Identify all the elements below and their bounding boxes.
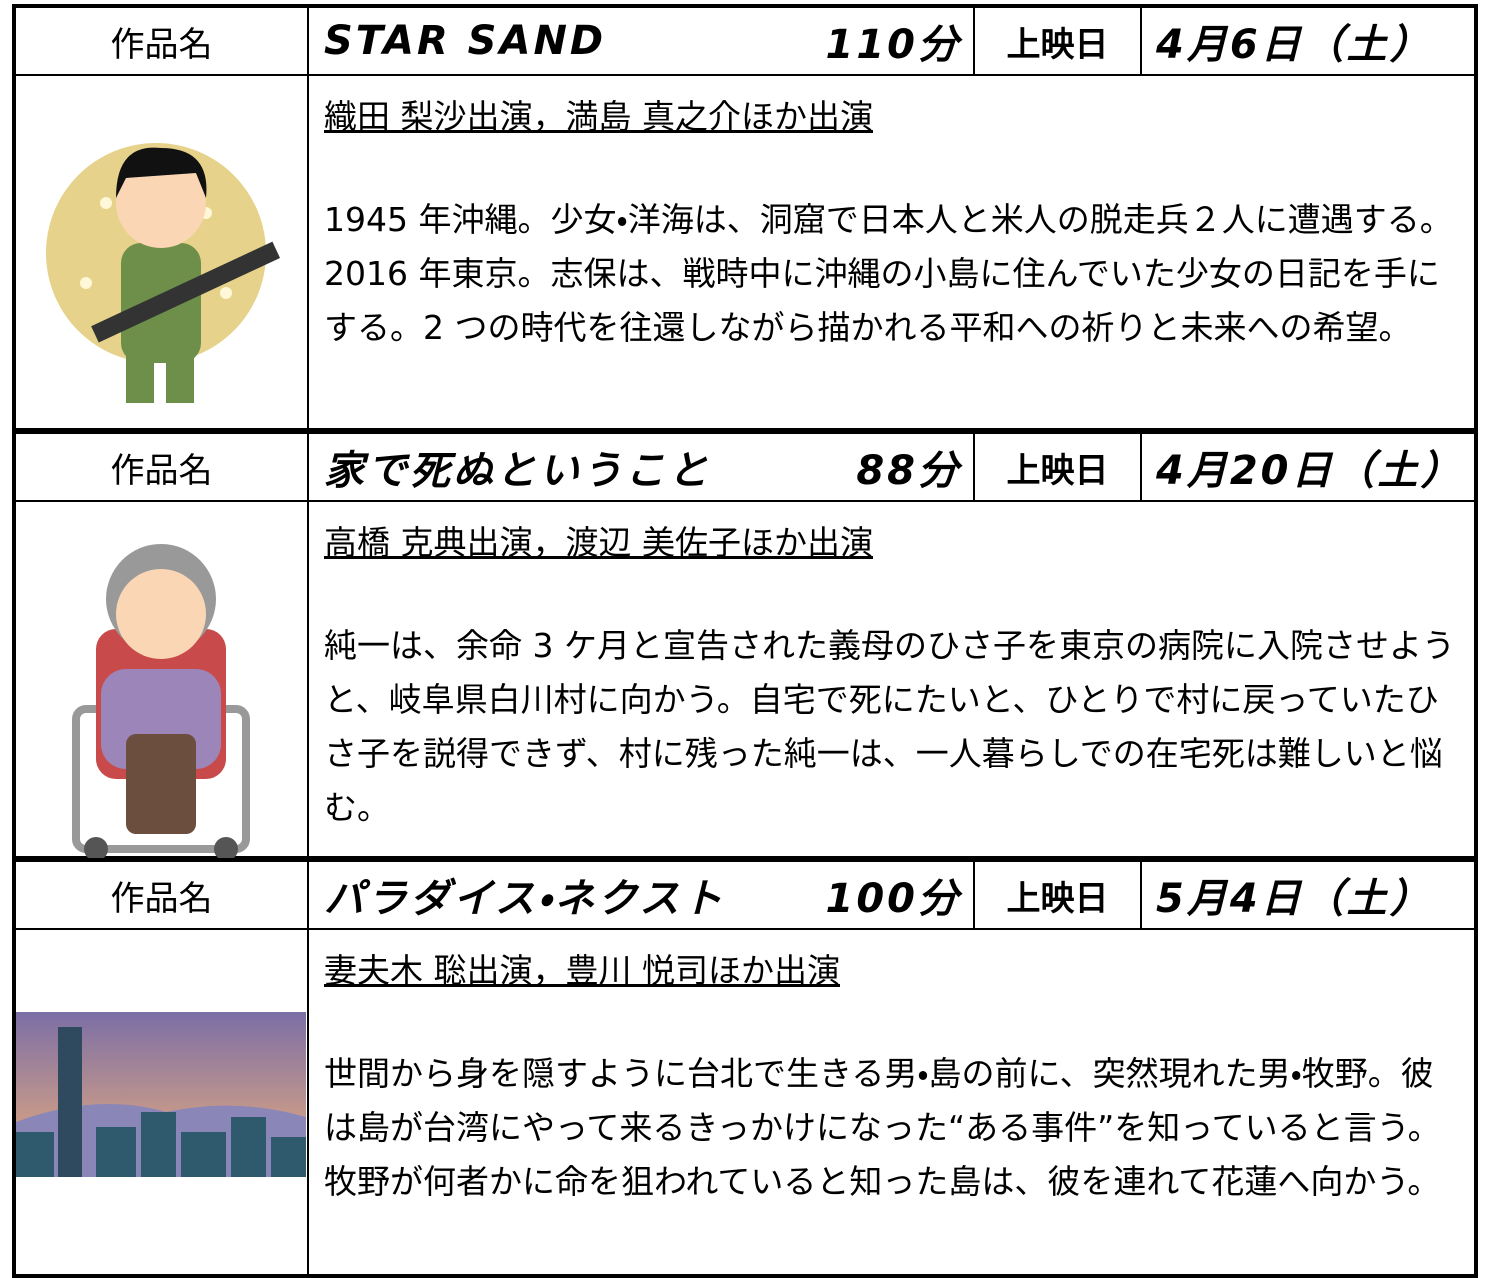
movie-block: 作品名 パラダイス・ネクスト 100分 上映日 5月4日（土） 妻夫木 聡出演，豊川 悦司…: [12, 858, 1478, 1278]
rule: [973, 434, 975, 500]
movie-block: 作品名 家で死ぬということ 88分 上映日 4月20日（土） 高橋 克典出演，渡辺 美佐子…: [12, 430, 1478, 861]
date-label: 上映日: [1006, 24, 1109, 65]
label: 作品名: [110, 878, 213, 919]
date-label: 上映日: [1006, 878, 1109, 919]
title: 家で死ぬということ: [324, 448, 711, 494]
label: 作品名: [110, 24, 213, 65]
synopsis: 世間から身を隠すように台北で生きる男・島の前に、突然現れた男・牧野。彼は島が台湾…: [324, 1054, 1441, 1201]
title: STAR SAND: [324, 18, 607, 64]
rule: [1140, 862, 1142, 928]
rule: [973, 862, 975, 928]
rule: [307, 8, 309, 428]
date: 4月6日（土）: [1156, 22, 1433, 68]
date-label: 上映日: [1006, 450, 1109, 491]
movie-block: 作品名 STAR SAND 110分 上映日 4月6日（土） 織田 梨沙出演，満島 真之介…: [12, 4, 1478, 432]
date: 5月4日（土）: [1156, 876, 1433, 922]
duration: 88分: [856, 448, 961, 494]
illustration: [16, 1012, 306, 1181]
cast: 高橋 克典出演，渡辺 美佐子ほか出演: [324, 523, 873, 562]
label: 作品名: [110, 450, 213, 491]
rule: [973, 8, 975, 74]
rule: [16, 74, 1474, 76]
cast: 織田 梨沙出演，満島 真之介ほか出演: [324, 97, 873, 136]
duration: 100分: [825, 876, 961, 922]
rule: [1140, 8, 1142, 74]
illustration: [16, 93, 306, 417]
date: 4月20日（土）: [1156, 448, 1464, 494]
cast: 妻夫木 聡出演，豊川 悦司ほか出演: [324, 951, 840, 990]
rule: [16, 928, 1474, 930]
rule: [1140, 434, 1142, 500]
title: パラダイス・ネクスト: [324, 876, 726, 922]
rule: [307, 434, 309, 856]
synopsis: 純一は、余命 3 ケ月と宣告された義母のひさ子を東京の病院に入院させようと、岐阜…: [324, 626, 1455, 827]
rule: [307, 862, 309, 1274]
duration: 110分: [825, 22, 961, 68]
rule: [16, 500, 1474, 502]
illustration: [16, 519, 306, 873]
synopsis: 1945 年沖縄。少女・洋海は、洞窟で日本人と米人の脱走兵２人に遭遇する。201…: [324, 200, 1453, 347]
